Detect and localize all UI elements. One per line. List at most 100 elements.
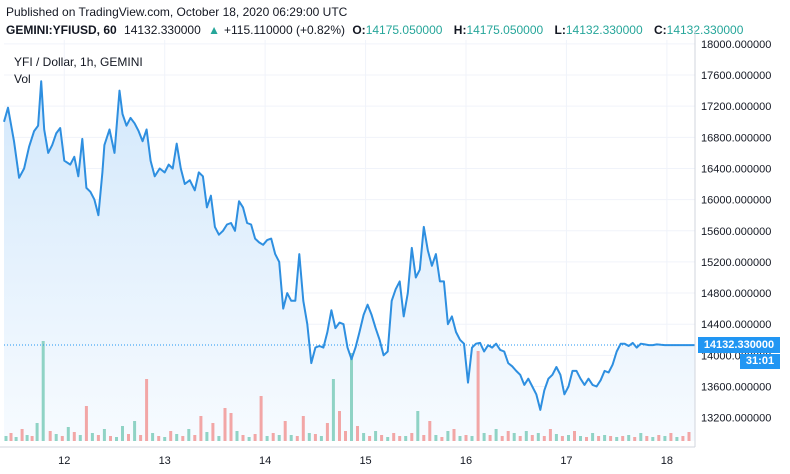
volume-bar — [512, 433, 516, 441]
volume-bar — [253, 434, 257, 441]
x-tick-label: 16 — [460, 455, 472, 467]
volume-bar — [289, 435, 293, 441]
volume-bar — [193, 435, 197, 441]
volume-bar — [325, 423, 329, 441]
volume-bar — [301, 416, 305, 441]
volume-bar — [651, 437, 655, 441]
symbol-label[interactable]: GEMINI:YFIUSD, 60 — [6, 23, 117, 37]
change-value: +115.110000 (+0.82%) — [224, 23, 345, 37]
volume-bar — [362, 433, 366, 441]
volume-bar — [121, 426, 124, 441]
legend-volume: Vol — [14, 72, 31, 86]
low-value: 14132.330000 — [565, 23, 643, 37]
price-area-fill — [4, 81, 695, 442]
high-label: H: — [453, 23, 467, 37]
volume-bar — [530, 435, 534, 441]
volume-bar — [410, 433, 414, 441]
volume-bar — [20, 429, 24, 441]
y-tick-label: 16800.000000 — [701, 132, 771, 144]
volume-bar — [271, 433, 275, 441]
volume-bar — [199, 416, 203, 441]
volume-bar — [422, 435, 426, 441]
volume-bar — [494, 429, 498, 441]
volume-bar — [356, 426, 359, 441]
y-tick-label: 14400.000000 — [701, 319, 771, 331]
volume-bar — [621, 436, 625, 441]
volume-bar — [597, 436, 601, 441]
high-value: 14175.050000 — [466, 23, 544, 37]
volume-bar — [205, 432, 209, 441]
volume-bar — [229, 413, 233, 441]
volume-bar — [452, 429, 456, 441]
volume-bar — [9, 433, 13, 441]
y-tick-label: 16000.000000 — [701, 195, 771, 207]
volume-bar — [319, 436, 323, 441]
volume-bar — [283, 421, 287, 441]
volume-bar — [524, 431, 528, 441]
volume-bar — [175, 434, 179, 441]
volume-bar — [518, 436, 522, 441]
volume-bar — [66, 427, 70, 441]
volume-bar — [54, 434, 58, 441]
volume-bar — [470, 436, 474, 441]
volume-bar — [90, 433, 94, 441]
volume-bar — [211, 423, 215, 441]
chart-legend: YFI / Dollar, 1h, GEMINI Vol — [14, 55, 143, 86]
y-tick-label: 13200.000000 — [701, 413, 771, 425]
volume-bar — [585, 437, 588, 441]
volume-bar — [133, 421, 137, 441]
open-value: 14175.050000 — [365, 23, 443, 37]
volume-bar — [259, 396, 263, 441]
volume-bar — [663, 436, 667, 441]
volume-bar — [458, 436, 462, 441]
volume-bar — [416, 411, 420, 441]
price-line-path — [3, 80, 695, 411]
volume-bar — [434, 435, 438, 441]
volume-bar — [277, 435, 281, 441]
volume-bar — [542, 436, 546, 441]
volume-bar — [476, 351, 480, 441]
countdown-tag: 31:01 — [740, 354, 780, 370]
volume-bar — [181, 436, 185, 441]
volume-bars — [4, 341, 691, 441]
volume-bar — [603, 435, 607, 441]
volume-bar — [331, 379, 335, 441]
volume-bar — [25, 435, 29, 441]
volume-bar — [247, 437, 251, 441]
volume-bar — [675, 437, 679, 441]
x-tick-label: 13 — [159, 455, 171, 467]
volume-bar — [241, 435, 245, 441]
price-line — [3, 80, 695, 411]
volume-bar — [102, 429, 106, 441]
volume-bar — [681, 436, 685, 441]
last-price: 14132.330000 — [124, 23, 201, 37]
volume-bar — [446, 431, 450, 441]
volume-bar — [313, 434, 317, 441]
y-tick-label: 16400.000000 — [701, 163, 771, 175]
x-tick-label: 12 — [58, 455, 70, 467]
y-tick-label: 17200.000000 — [701, 101, 771, 113]
volume-bar — [157, 436, 161, 441]
volume-bar — [223, 408, 227, 441]
volume-bar — [687, 432, 691, 441]
close-label: C: — [653, 23, 667, 37]
low-label: L: — [554, 23, 566, 37]
y-tick-label: 18000.000000 — [701, 39, 771, 51]
volume-bar — [145, 379, 149, 441]
volume-bar — [139, 435, 143, 441]
volume-bar — [669, 433, 673, 441]
volume-bar — [609, 436, 613, 441]
volume-bar — [591, 433, 595, 441]
volume-bar — [307, 433, 311, 441]
volume-bar — [627, 435, 631, 441]
volume-bar — [464, 435, 468, 441]
volume-bar — [187, 429, 191, 441]
volume-bar — [633, 437, 637, 441]
volume-bar — [338, 411, 341, 441]
last-price-tag: 14132.330000 — [698, 337, 780, 354]
volume-bar — [615, 437, 619, 441]
volume-bar — [235, 431, 239, 441]
volume-bar — [265, 436, 269, 441]
volume-bar — [579, 436, 582, 441]
